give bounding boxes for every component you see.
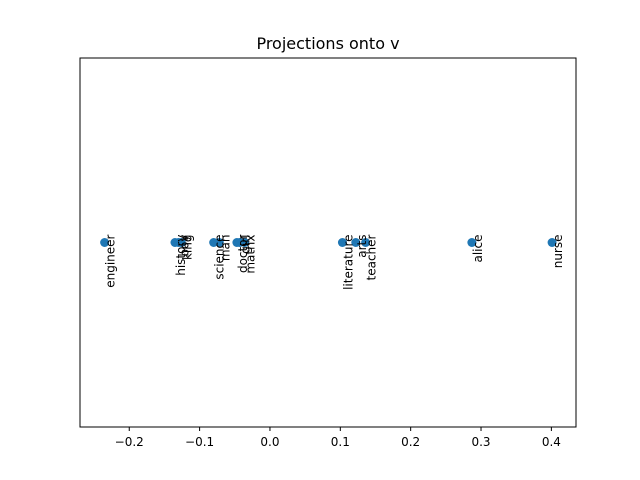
data-points bbox=[100, 238, 557, 247]
data-point bbox=[361, 238, 371, 247]
x-tick-label: 0.2 bbox=[401, 435, 420, 449]
point-label: boy bbox=[177, 235, 191, 257]
point-label: alice bbox=[471, 235, 485, 263]
point-label: history bbox=[174, 235, 188, 276]
point-label: girl bbox=[239, 234, 253, 253]
data-point bbox=[240, 238, 250, 247]
data-point bbox=[214, 238, 224, 247]
data-point bbox=[547, 238, 557, 247]
point-label: literature bbox=[341, 235, 355, 290]
point-label: man bbox=[218, 235, 232, 262]
data-point bbox=[351, 238, 361, 247]
x-axis: −0.2 −0.1 0.0 0.1 0.2 0.3 0.4 bbox=[115, 427, 561, 449]
point-label: king bbox=[180, 235, 194, 261]
point-label: nurse bbox=[551, 235, 565, 269]
point-label: engineer bbox=[104, 234, 118, 287]
x-tick-label: −0.1 bbox=[185, 435, 214, 449]
data-point bbox=[176, 238, 186, 247]
x-tick-label: −0.2 bbox=[115, 435, 144, 449]
data-point bbox=[337, 238, 347, 247]
point-label: teacher bbox=[365, 234, 379, 280]
data-point bbox=[467, 238, 477, 247]
data-point bbox=[100, 238, 110, 247]
x-tick-label: 0.3 bbox=[471, 435, 490, 449]
point-label: science bbox=[213, 235, 227, 280]
x-tick-label: 0.1 bbox=[331, 435, 350, 449]
x-tick-label: 0.0 bbox=[260, 435, 279, 449]
x-tick-label: 0.4 bbox=[542, 435, 561, 449]
plot-frame bbox=[79, 57, 577, 428]
chart-title: Projections onto v bbox=[256, 34, 399, 53]
point-label: arts bbox=[355, 235, 369, 258]
point-label: matrix bbox=[244, 235, 258, 274]
point-label: doctor bbox=[236, 234, 250, 273]
